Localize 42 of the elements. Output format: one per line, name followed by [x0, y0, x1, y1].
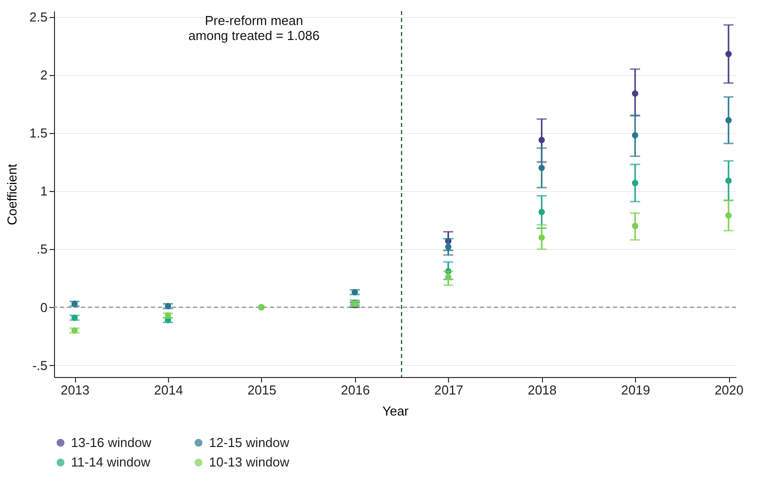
y-tick-label: .5	[36, 242, 48, 257]
point	[352, 289, 358, 296]
point	[445, 244, 452, 250]
point	[538, 208, 545, 216]
point	[725, 212, 732, 219]
point	[538, 164, 545, 172]
point	[725, 117, 732, 124]
y-tick-label: 1.5	[29, 126, 48, 140]
legend-label: 10-13 window	[209, 454, 290, 470]
point	[445, 274, 452, 280]
point	[538, 136, 545, 144]
y-tick-label: 0	[40, 300, 48, 315]
x-tick-label: 2013	[60, 382, 90, 398]
point	[632, 132, 638, 138]
point	[71, 314, 78, 321]
y-tick-label: 2	[40, 67, 48, 82]
y-tick-label: 1	[40, 184, 48, 199]
annotation: Pre-reform mean among treated = 1.086	[188, 13, 320, 43]
x-axis-title: Year	[382, 404, 410, 418]
y-axis-title: Coefficient	[4, 164, 20, 226]
point	[71, 327, 78, 334]
legend-label: 13-16 window	[71, 434, 152, 450]
point	[725, 177, 732, 184]
point	[164, 302, 172, 310]
point	[71, 300, 78, 307]
y-tick-label: -.5	[32, 358, 48, 373]
x-tick-label: 2017	[434, 382, 464, 398]
y-tick-label: 2.5	[29, 9, 48, 24]
point	[632, 90, 638, 97]
legend-label: 12-15 window	[209, 434, 290, 450]
x-tick-label: 2018	[528, 382, 557, 398]
x-tick-label: 2015	[247, 382, 276, 398]
legend-label: 11-14 window	[71, 454, 151, 470]
point	[632, 222, 638, 230]
x-tick-label: 2014	[154, 382, 183, 398]
point	[164, 312, 172, 319]
x-tick-label: 2019	[621, 382, 650, 398]
point	[725, 50, 732, 58]
point	[632, 180, 638, 186]
x-tick-label: 2020	[714, 382, 744, 398]
point	[538, 234, 545, 241]
x-tick-label: 2016	[340, 382, 370, 398]
